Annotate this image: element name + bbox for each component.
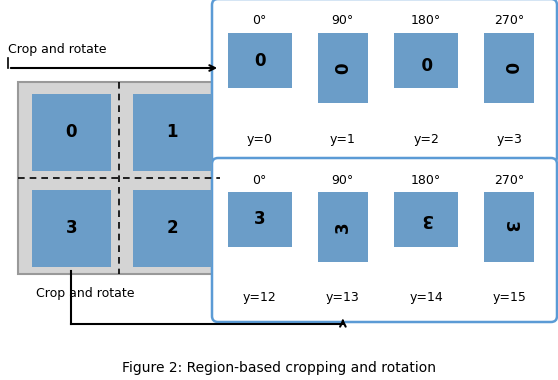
Text: y=15: y=15: [493, 291, 526, 304]
Bar: [133, 94, 211, 171]
Text: 90°: 90°: [332, 14, 354, 27]
FancyBboxPatch shape: [212, 158, 557, 322]
FancyBboxPatch shape: [212, 0, 557, 163]
Text: 0: 0: [501, 62, 518, 74]
Bar: [133, 190, 211, 267]
Text: 0°: 0°: [252, 14, 267, 27]
Text: 270°: 270°: [494, 174, 525, 187]
Bar: [318, 192, 368, 262]
Bar: [18, 82, 220, 274]
Text: 0: 0: [65, 124, 77, 141]
Bar: [484, 192, 535, 262]
Text: y=0: y=0: [247, 133, 273, 146]
Text: 2: 2: [166, 219, 178, 238]
Text: 3: 3: [334, 221, 352, 233]
Text: Crop and rotate: Crop and rotate: [8, 43, 107, 57]
Text: 1: 1: [166, 124, 178, 141]
Text: Figure 2: Region-based cropping and rotation: Figure 2: Region-based cropping and rota…: [122, 361, 436, 375]
Bar: [318, 33, 368, 103]
Text: y=14: y=14: [409, 291, 443, 304]
Text: 0: 0: [334, 62, 352, 74]
Text: y=12: y=12: [243, 291, 277, 304]
Bar: [32, 190, 110, 267]
Text: 90°: 90°: [332, 174, 354, 187]
Text: 3: 3: [420, 211, 432, 228]
Bar: [394, 192, 458, 247]
Text: y=1: y=1: [330, 133, 356, 146]
Bar: [228, 33, 292, 88]
Text: 180°: 180°: [411, 174, 441, 187]
Text: y=2: y=2: [413, 133, 439, 146]
Bar: [394, 33, 458, 88]
Text: 270°: 270°: [494, 14, 525, 27]
Bar: [32, 94, 110, 171]
Text: 0: 0: [420, 52, 432, 70]
Text: 3: 3: [254, 211, 266, 228]
Text: Crop and rotate: Crop and rotate: [36, 288, 134, 301]
Text: 0°: 0°: [252, 174, 267, 187]
Text: 3: 3: [501, 221, 518, 233]
Text: y=13: y=13: [326, 291, 360, 304]
Text: 0: 0: [254, 52, 266, 70]
Bar: [484, 33, 535, 103]
Text: 3: 3: [65, 219, 77, 238]
Text: y=3: y=3: [497, 133, 522, 146]
Bar: [228, 192, 292, 247]
Text: 180°: 180°: [411, 14, 441, 27]
